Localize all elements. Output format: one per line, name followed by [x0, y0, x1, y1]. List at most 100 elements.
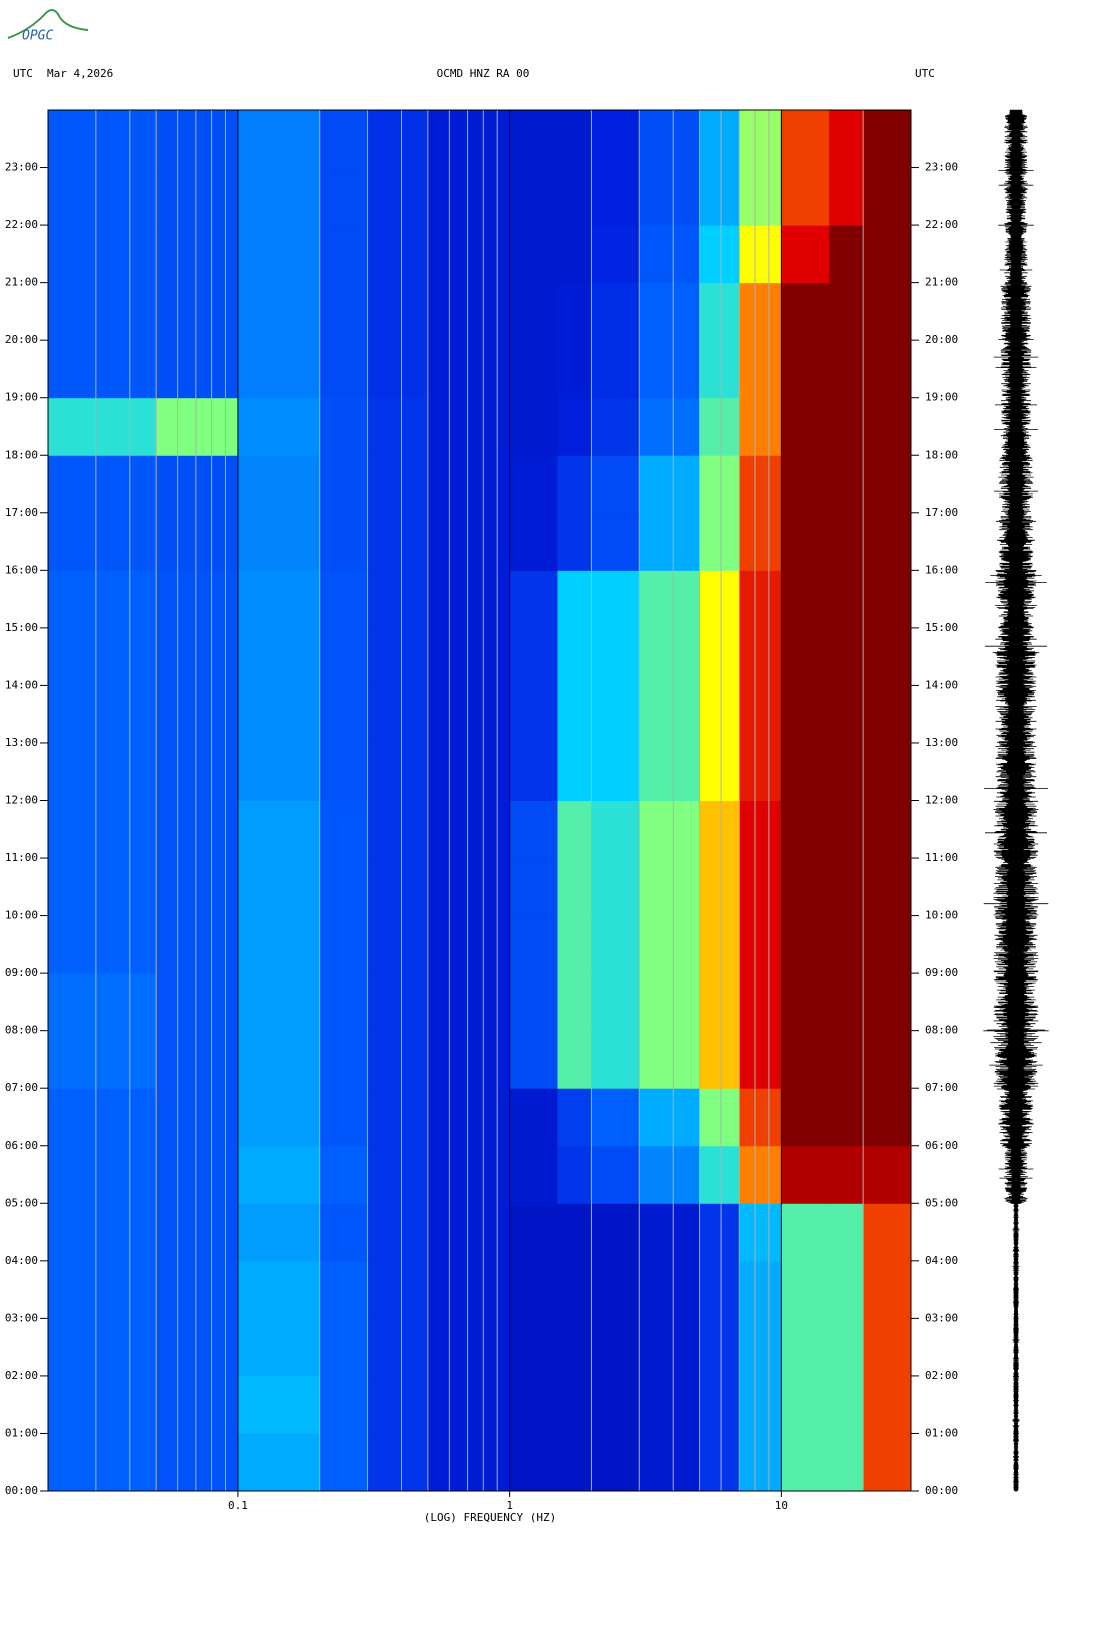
cell — [367, 570, 429, 629]
cell — [156, 570, 239, 629]
cell — [863, 397, 912, 456]
cell — [863, 1260, 912, 1319]
cell — [829, 742, 864, 801]
cell — [237, 570, 321, 629]
cell — [367, 685, 429, 744]
cell — [156, 397, 239, 456]
waveform-segment — [983, 1030, 1049, 1089]
x-tick-label: 10 — [775, 1499, 788, 1512]
logo-curve — [7, 9, 89, 39]
cell — [557, 685, 592, 744]
cell — [427, 397, 511, 456]
cell — [639, 455, 701, 514]
waveform-segment — [997, 1087, 1035, 1147]
cell — [639, 1203, 701, 1262]
cell — [48, 1433, 157, 1492]
cell — [156, 973, 239, 1032]
waveform-segment — [984, 627, 1048, 686]
cell — [237, 973, 321, 1032]
y-tick-label-right: 11:00 — [925, 851, 958, 864]
cell — [319, 1030, 369, 1089]
cell — [48, 1375, 157, 1434]
cell — [863, 167, 912, 226]
cell — [781, 1203, 830, 1262]
cell — [509, 973, 558, 1032]
cell — [427, 915, 511, 974]
cell — [739, 1203, 782, 1262]
cell — [509, 512, 558, 571]
cell — [237, 282, 321, 341]
waveform-segment — [985, 570, 1047, 629]
cell — [156, 1260, 239, 1319]
cell — [557, 397, 592, 456]
cell — [781, 1375, 830, 1434]
y-tick-label-right: 06:00 — [925, 1139, 958, 1152]
cell — [319, 742, 369, 801]
cell — [829, 685, 864, 744]
cell — [863, 1375, 912, 1434]
cell — [699, 167, 740, 226]
cell — [781, 570, 830, 629]
cell — [699, 1145, 740, 1204]
cell — [739, 225, 782, 284]
cell — [509, 742, 558, 801]
cell — [739, 742, 782, 801]
y-tick-label-left: 08:00 — [5, 1024, 38, 1037]
cell — [509, 1203, 558, 1262]
y-tick-label-left: 19:00 — [5, 391, 38, 404]
cell — [699, 1260, 740, 1319]
cell — [781, 858, 830, 917]
cell — [237, 858, 321, 917]
cell — [367, 742, 429, 801]
cell — [48, 742, 157, 801]
cell — [863, 1318, 912, 1377]
y-tick-label-left: 07:00 — [5, 1081, 38, 1094]
cell — [237, 455, 321, 514]
cell — [639, 167, 701, 226]
y-tick-label-left: 16:00 — [5, 563, 38, 576]
cell — [739, 915, 782, 974]
y-tick-label-left: 14:00 — [5, 678, 38, 691]
cell — [699, 397, 740, 456]
x-tick-label: 0.1 — [228, 1499, 248, 1512]
cell — [557, 1318, 592, 1377]
cell — [639, 110, 701, 169]
cell — [367, 167, 429, 226]
cell — [319, 1203, 369, 1262]
cell — [557, 1145, 592, 1204]
cell — [156, 1375, 239, 1434]
y-tick-label-right: 20:00 — [925, 333, 958, 346]
cell — [156, 455, 239, 514]
cell — [829, 397, 864, 456]
waveform-segment — [1013, 1433, 1019, 1492]
cell — [639, 282, 701, 341]
cell — [591, 627, 640, 686]
cell — [557, 1088, 592, 1147]
y-tick-label-right: 12:00 — [925, 794, 958, 807]
cell — [829, 915, 864, 974]
cell — [367, 455, 429, 514]
cell — [367, 627, 429, 686]
cell — [319, 1088, 369, 1147]
cell — [591, 1030, 640, 1089]
cell — [367, 1030, 429, 1089]
cell — [237, 110, 321, 169]
cell — [863, 1030, 912, 1089]
cell — [509, 1375, 558, 1434]
cell — [781, 742, 830, 801]
cell — [863, 570, 912, 629]
cell — [829, 110, 864, 169]
cell — [557, 742, 592, 801]
cell — [863, 455, 912, 514]
y-tick-label-right: 15:00 — [925, 621, 958, 634]
cell — [156, 1088, 239, 1147]
y-tick-label-left: 12:00 — [5, 794, 38, 807]
y-tick-label-left: 00:00 — [5, 1484, 38, 1497]
cell — [739, 340, 782, 399]
cell — [367, 1203, 429, 1262]
cell — [829, 1260, 864, 1319]
cell — [237, 1203, 321, 1262]
cell — [509, 858, 558, 917]
cell — [509, 1260, 558, 1319]
